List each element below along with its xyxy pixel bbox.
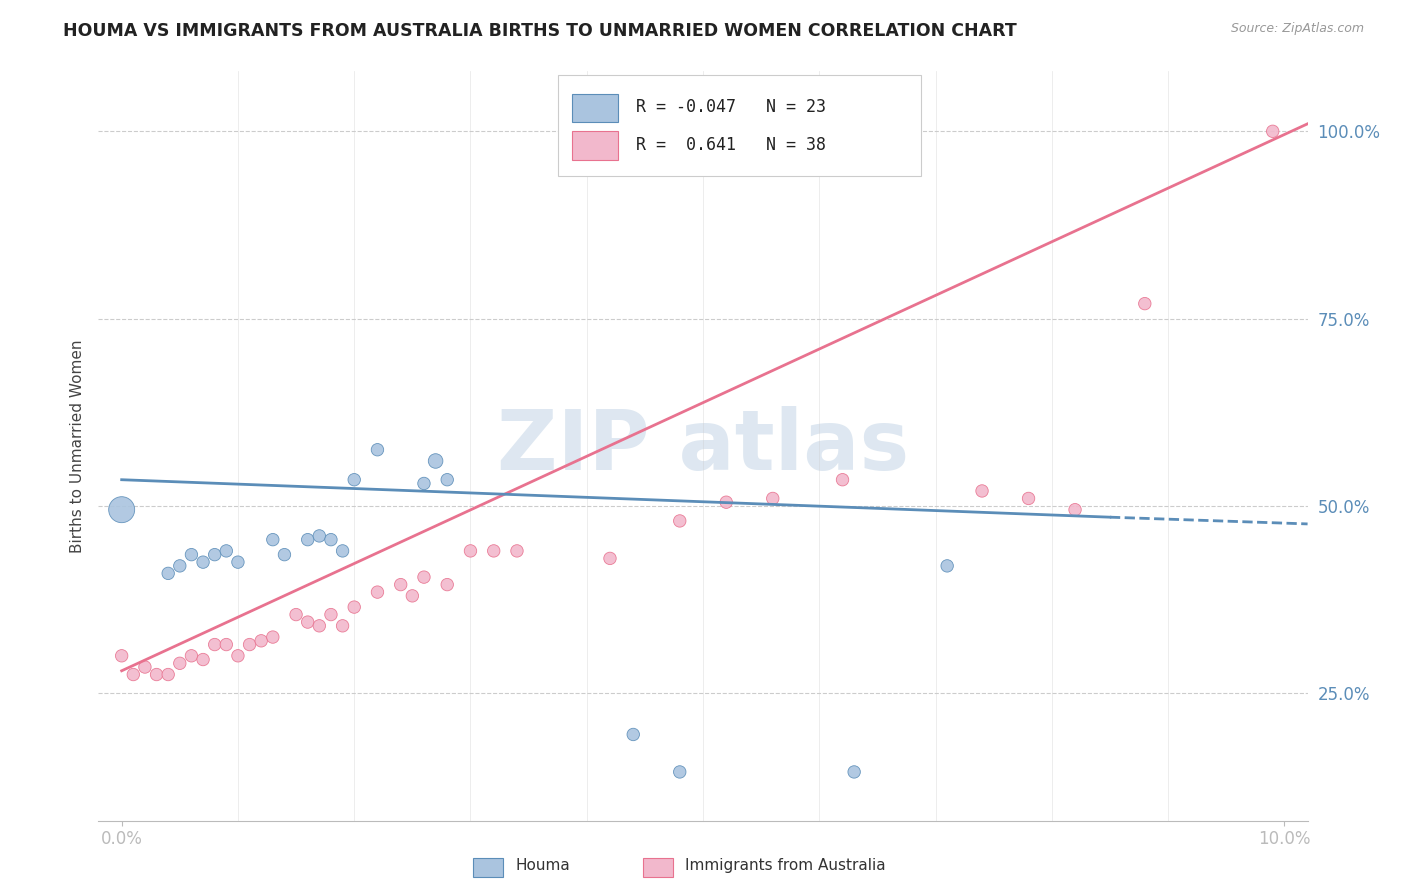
Text: Source: ZipAtlas.com: Source: ZipAtlas.com — [1230, 22, 1364, 36]
Point — [134, 660, 156, 674]
Point — [413, 570, 436, 584]
Point — [262, 533, 284, 547]
Point — [425, 454, 447, 468]
Point — [366, 585, 388, 599]
Point — [343, 600, 366, 615]
Text: R =  0.641   N = 38: R = 0.641 N = 38 — [637, 136, 827, 153]
Point — [343, 473, 366, 487]
Point — [1133, 296, 1156, 310]
Bar — [572, 131, 619, 160]
Point — [762, 491, 785, 506]
Text: Houma: Houma — [516, 858, 571, 873]
Point — [936, 558, 959, 573]
Point — [668, 764, 690, 779]
Point — [319, 607, 342, 622]
Point — [970, 483, 993, 498]
Point — [413, 476, 436, 491]
Point — [621, 727, 644, 741]
Point — [1064, 502, 1087, 516]
Point — [262, 630, 284, 644]
Point — [273, 548, 295, 562]
Point — [191, 652, 214, 666]
Bar — [643, 858, 673, 877]
Point — [157, 566, 180, 581]
Point — [239, 638, 262, 652]
Point — [122, 667, 145, 681]
Point — [1261, 124, 1284, 138]
Point — [191, 555, 214, 569]
Point — [297, 533, 319, 547]
Point — [145, 667, 167, 681]
Point — [599, 551, 621, 566]
Point — [226, 648, 249, 663]
Point — [436, 473, 458, 487]
Point — [157, 667, 180, 681]
Point — [215, 638, 238, 652]
FancyBboxPatch shape — [558, 75, 921, 177]
Point — [250, 633, 273, 648]
Point — [401, 589, 423, 603]
Point — [460, 544, 482, 558]
Point — [1018, 491, 1040, 506]
Point — [308, 529, 330, 543]
Point — [169, 558, 191, 573]
Point — [668, 514, 690, 528]
Point — [297, 615, 319, 629]
Point — [506, 544, 529, 558]
Point — [366, 442, 388, 457]
Point — [180, 648, 202, 663]
Point — [831, 473, 853, 487]
Point — [215, 544, 238, 558]
Point — [180, 548, 202, 562]
Text: ZIP atlas: ZIP atlas — [496, 406, 910, 486]
Bar — [572, 94, 619, 122]
Point — [111, 502, 134, 516]
Point — [308, 619, 330, 633]
Y-axis label: Births to Unmarried Women: Births to Unmarried Women — [69, 339, 84, 553]
Point — [482, 544, 505, 558]
Point — [332, 544, 354, 558]
Point — [204, 548, 226, 562]
Point — [226, 555, 249, 569]
Text: HOUMA VS IMMIGRANTS FROM AUSTRALIA BIRTHS TO UNMARRIED WOMEN CORRELATION CHART: HOUMA VS IMMIGRANTS FROM AUSTRALIA BIRTH… — [63, 22, 1017, 40]
Point — [716, 495, 738, 509]
Point — [169, 657, 191, 671]
Point — [204, 638, 226, 652]
Point — [389, 577, 412, 591]
Point — [844, 764, 866, 779]
Text: Immigrants from Australia: Immigrants from Australia — [685, 858, 886, 873]
Point — [332, 619, 354, 633]
Point — [111, 648, 134, 663]
Text: R = -0.047   N = 23: R = -0.047 N = 23 — [637, 98, 827, 116]
Point — [436, 577, 458, 591]
Point — [285, 607, 308, 622]
Point — [319, 533, 342, 547]
Bar — [474, 858, 503, 877]
